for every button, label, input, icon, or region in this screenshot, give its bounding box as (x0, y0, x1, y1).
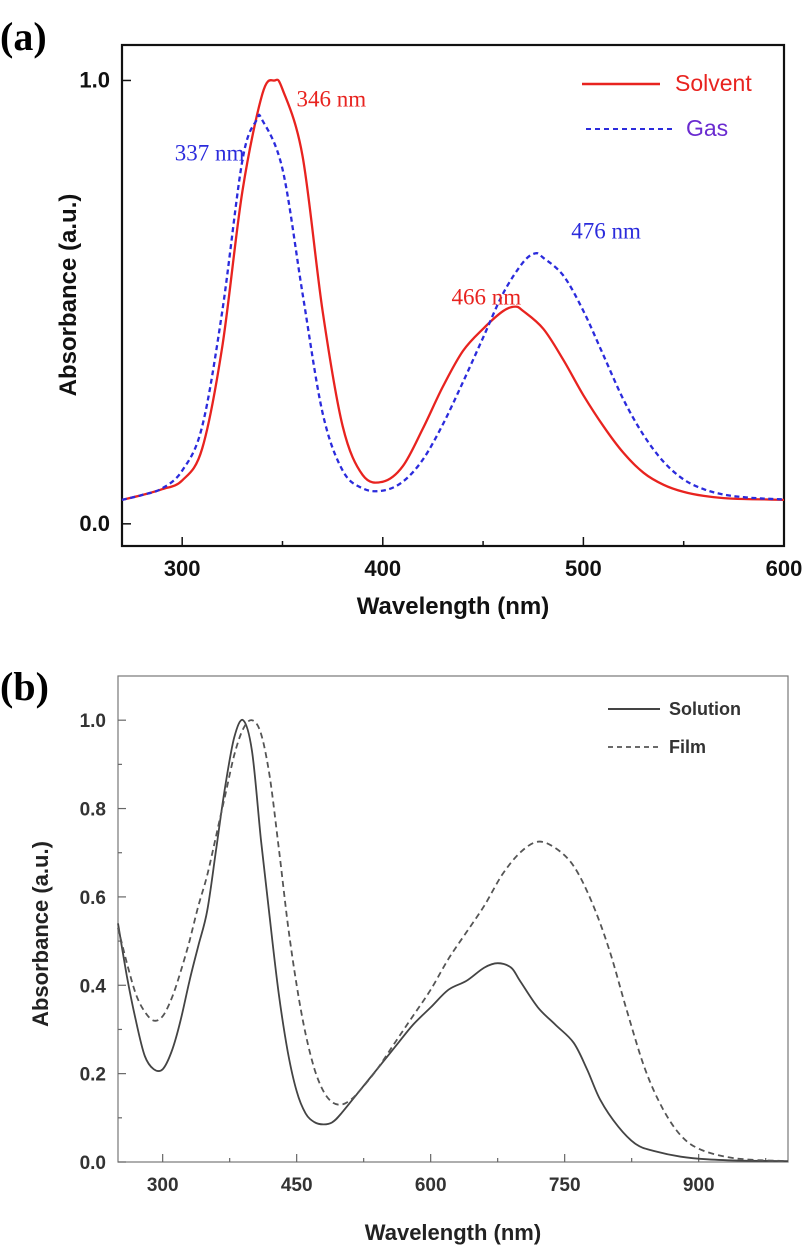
y-tick-label: 1.0 (80, 711, 106, 732)
x-tick-label: 750 (549, 1175, 581, 1196)
panel-b-x-ticks: 300 450 600 750 900 (147, 1154, 767, 1196)
x-tick-label: 900 (683, 1175, 715, 1196)
panel-b: (b) 300 450 600 750 900 0.0 0.2 0.4 0.6 0.8 1.0 W… (0, 664, 789, 1245)
panel-b-y-axis-label: Absorbance (a.u.) (28, 841, 53, 1027)
y-tick-label: 1.0 (79, 67, 110, 92)
legend-label-film: Film (669, 737, 706, 757)
panel-a-frame (120, 43, 786, 548)
x-tick-label: 450 (281, 1175, 313, 1196)
panel-a-label: (a) (0, 14, 47, 59)
y-tick-label: 0.8 (80, 800, 106, 821)
panel-a-legend: Solvent Gas (582, 70, 752, 141)
series-line-gas (121, 113, 785, 502)
legend-label-gas: Gas (686, 115, 728, 141)
x-tick-label: 600 (415, 1175, 447, 1196)
panel-a-y-axis-label: Absorbance (a.u.) (55, 194, 82, 397)
y-tick-label: 0.4 (80, 976, 107, 997)
panel-b-frame (117, 675, 789, 1163)
panel-a-x-ticks: 300 400 500 600 (164, 537, 803, 581)
panel-a-y-ticks: 0.0 1.0 (79, 67, 131, 536)
panel-a: (a) 300 400 500 600 0.0 1.0 346 nm 337 nm 476 … (0, 14, 802, 620)
annotation-476-nm: 476 nm (571, 218, 641, 243)
x-tick-label: 300 (164, 556, 201, 581)
y-tick-label: 0.0 (79, 511, 110, 536)
panel-b-y-ticks: 0.0 0.2 0.4 0.6 0.8 1.0 (80, 711, 126, 1174)
x-tick-label: 300 (147, 1175, 179, 1196)
x-tick-label: 600 (766, 556, 803, 581)
x-tick-label: 500 (565, 556, 602, 581)
annotation-466-nm: 466 nm (452, 285, 522, 310)
y-tick-label: 0.6 (80, 888, 106, 909)
y-tick-label: 0.2 (80, 1065, 106, 1086)
annotation-337-nm: 337 nm (175, 140, 245, 165)
legend-label-solvent: Solvent (675, 70, 752, 96)
panel-b-label: (b) (0, 664, 49, 709)
panel-a-series (121, 78, 785, 502)
x-tick-label: 400 (364, 556, 401, 581)
annotation-346-nm: 346 nm (296, 86, 366, 111)
series-line-solvent (121, 78, 785, 502)
panel-a-x-axis-label: Wavelength (nm) (357, 593, 549, 620)
series-line-film (117, 719, 789, 1162)
series-line-solution (117, 718, 789, 1162)
panel-b-legend: Solution Film (608, 699, 741, 757)
panel-b-series (117, 718, 789, 1162)
panel-a-annotations: 346 nm 337 nm 476 nm 466 nm (175, 86, 641, 309)
legend-label-solution: Solution (669, 699, 741, 719)
panel-b-x-axis-label: Wavelength (nm) (365, 1220, 541, 1245)
y-tick-label: 0.0 (80, 1153, 106, 1174)
